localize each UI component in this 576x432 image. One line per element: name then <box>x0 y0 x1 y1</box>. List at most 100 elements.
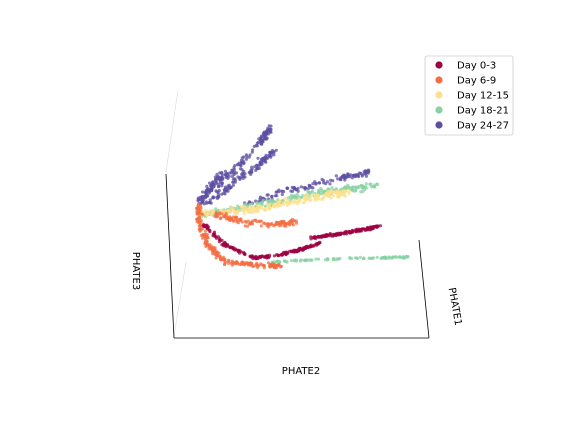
data-point <box>257 163 261 168</box>
data-point <box>250 150 254 154</box>
data-point <box>236 204 240 208</box>
data-point <box>262 263 266 267</box>
data-point <box>364 169 368 173</box>
data-point <box>317 181 321 185</box>
data-point <box>350 186 354 190</box>
data-point <box>375 182 380 186</box>
data-point <box>223 185 228 189</box>
data-point <box>204 208 208 212</box>
data-point <box>229 185 233 189</box>
data-point <box>226 217 230 221</box>
data-point <box>302 247 306 251</box>
data-point <box>279 223 283 227</box>
data-point <box>373 185 377 189</box>
data-point <box>287 223 292 227</box>
data-point <box>331 194 335 198</box>
data-point <box>335 191 339 195</box>
data-point <box>257 205 261 209</box>
data-point <box>201 190 205 194</box>
data-point <box>195 206 199 210</box>
data-point <box>242 155 246 159</box>
data-point <box>253 256 257 260</box>
data-point <box>309 235 313 239</box>
data-point <box>196 211 200 215</box>
data-point <box>274 204 278 208</box>
data-point <box>257 255 261 259</box>
data-point <box>242 212 246 216</box>
data-point <box>253 264 258 268</box>
data-point <box>289 200 293 204</box>
data-point <box>278 220 282 224</box>
data-point <box>226 261 230 265</box>
data-point <box>326 258 330 262</box>
data-point <box>207 191 211 195</box>
data-point <box>232 261 236 265</box>
data-point <box>278 265 283 269</box>
data-point <box>255 141 259 145</box>
data-point <box>299 185 303 189</box>
data-point <box>231 183 235 187</box>
data-point <box>267 153 271 157</box>
data-point <box>274 148 278 152</box>
data-point <box>358 255 362 259</box>
data-point <box>218 257 222 261</box>
data-point <box>266 199 270 203</box>
data-point <box>356 175 361 179</box>
data-point <box>202 202 206 206</box>
data-point <box>297 248 301 253</box>
data-point <box>259 142 263 146</box>
data-point <box>285 251 290 255</box>
data-point <box>317 188 321 192</box>
data-point <box>268 150 272 154</box>
data-point <box>263 130 268 135</box>
data-point <box>326 233 330 237</box>
data-point <box>296 198 301 202</box>
data-point <box>292 248 296 252</box>
data-point <box>293 259 297 263</box>
data-point <box>294 199 298 204</box>
data-point <box>272 254 276 258</box>
data-point <box>306 190 310 194</box>
data-point <box>281 219 285 223</box>
data-point <box>308 195 313 199</box>
data-point <box>344 189 348 193</box>
data-point <box>210 211 214 215</box>
data-point <box>211 249 215 253</box>
data-point <box>289 197 294 201</box>
data-point <box>200 195 204 199</box>
data-point <box>203 196 207 200</box>
data-point <box>354 228 358 232</box>
data-point <box>230 217 234 221</box>
data-point <box>347 186 351 190</box>
data-point <box>356 186 360 190</box>
data-point <box>233 210 237 214</box>
data-point <box>336 257 340 261</box>
data-point <box>208 230 212 234</box>
data-point <box>222 191 226 195</box>
data-point <box>270 195 274 199</box>
data-point <box>244 157 248 161</box>
data-point <box>402 256 406 260</box>
data-point <box>314 181 318 185</box>
phate1-axis-label: PHATE1 <box>446 287 464 327</box>
data-point <box>366 171 370 175</box>
legend: Day 0-3 Day 6-9 Day 12-15 Day 18-21 Day 24-2… <box>424 55 514 136</box>
data-point <box>211 196 215 200</box>
legend-label: Day 18-21 <box>457 106 509 117</box>
scatter-points <box>195 124 410 270</box>
back-pane-edge <box>165 89 179 173</box>
data-point <box>362 256 366 260</box>
data-point <box>209 246 213 250</box>
data-point <box>380 256 384 260</box>
data-point <box>232 165 236 170</box>
data-point <box>240 174 244 179</box>
data-point <box>326 187 330 191</box>
data-point <box>322 193 326 197</box>
data-point <box>272 150 276 155</box>
data-point <box>239 250 243 254</box>
data-point <box>298 259 302 263</box>
data-point <box>208 181 212 185</box>
data-point <box>354 174 358 178</box>
data-point <box>275 190 279 194</box>
data-point <box>222 188 226 192</box>
